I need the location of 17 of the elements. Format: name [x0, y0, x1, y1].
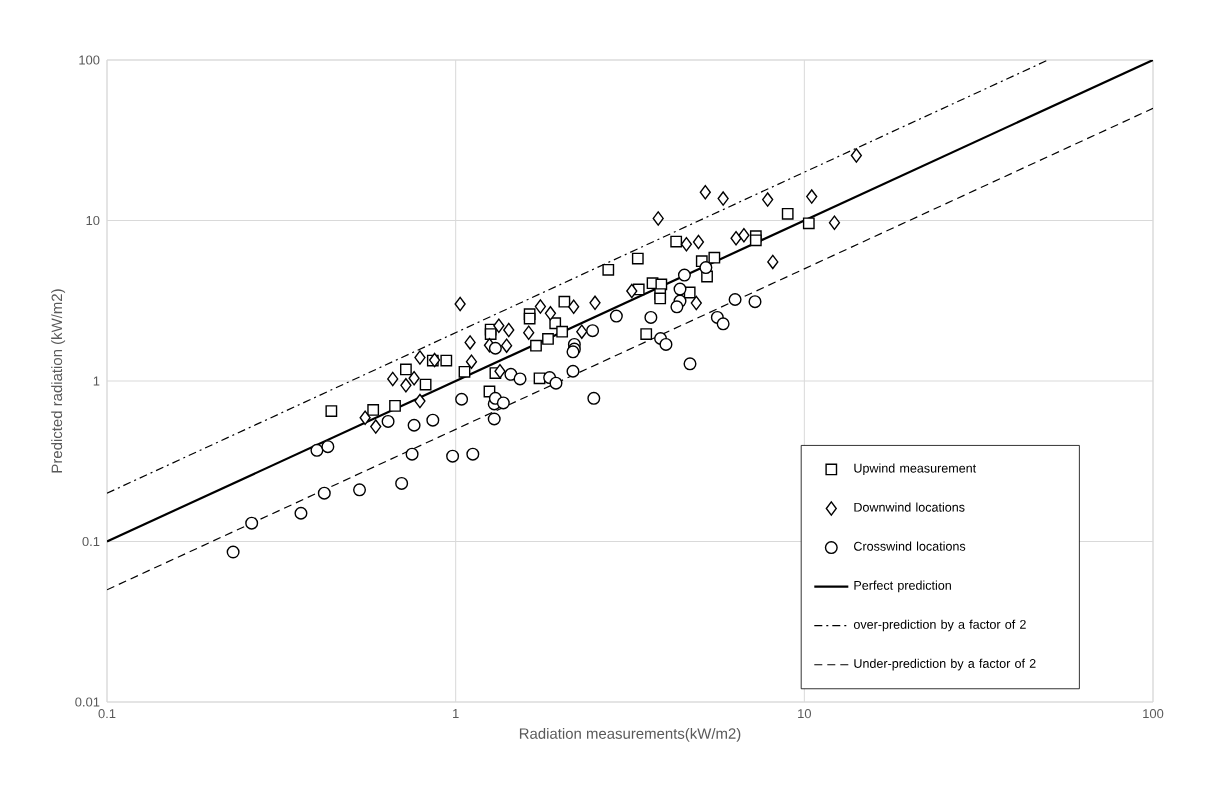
x-tick-label: 10 — [798, 709, 812, 719]
legend-label: Upwind measurement — [854, 463, 977, 476]
legend-label: Crosswind locations — [854, 541, 966, 551]
x-tick-label: 1 — [453, 709, 459, 718]
x-tick-label: 0.1 — [98, 709, 116, 719]
x-tick-label: 100 — [1143, 709, 1164, 719]
y-tick-label: 0.1 — [82, 536, 100, 547]
legend-label: Downwind locations — [854, 502, 965, 512]
y-tick-label: 10 — [86, 215, 100, 226]
legend-label: Perfect prediction — [854, 580, 951, 593]
y-axis-title: Predicted radiation (kW/m2) — [51, 289, 66, 473]
y-tick-label: 0.01 — [75, 697, 100, 707]
y-tick-label: 1 — [93, 376, 100, 386]
legend-label: over-prediction by a factor of 2 — [853, 619, 1026, 632]
legend-label: Under-prediction by a factor of 2 — [854, 658, 1036, 671]
y-tick-label: 100 — [79, 55, 100, 65]
x-axis-title: Radiation measurements(kW/m2) — [519, 727, 741, 742]
